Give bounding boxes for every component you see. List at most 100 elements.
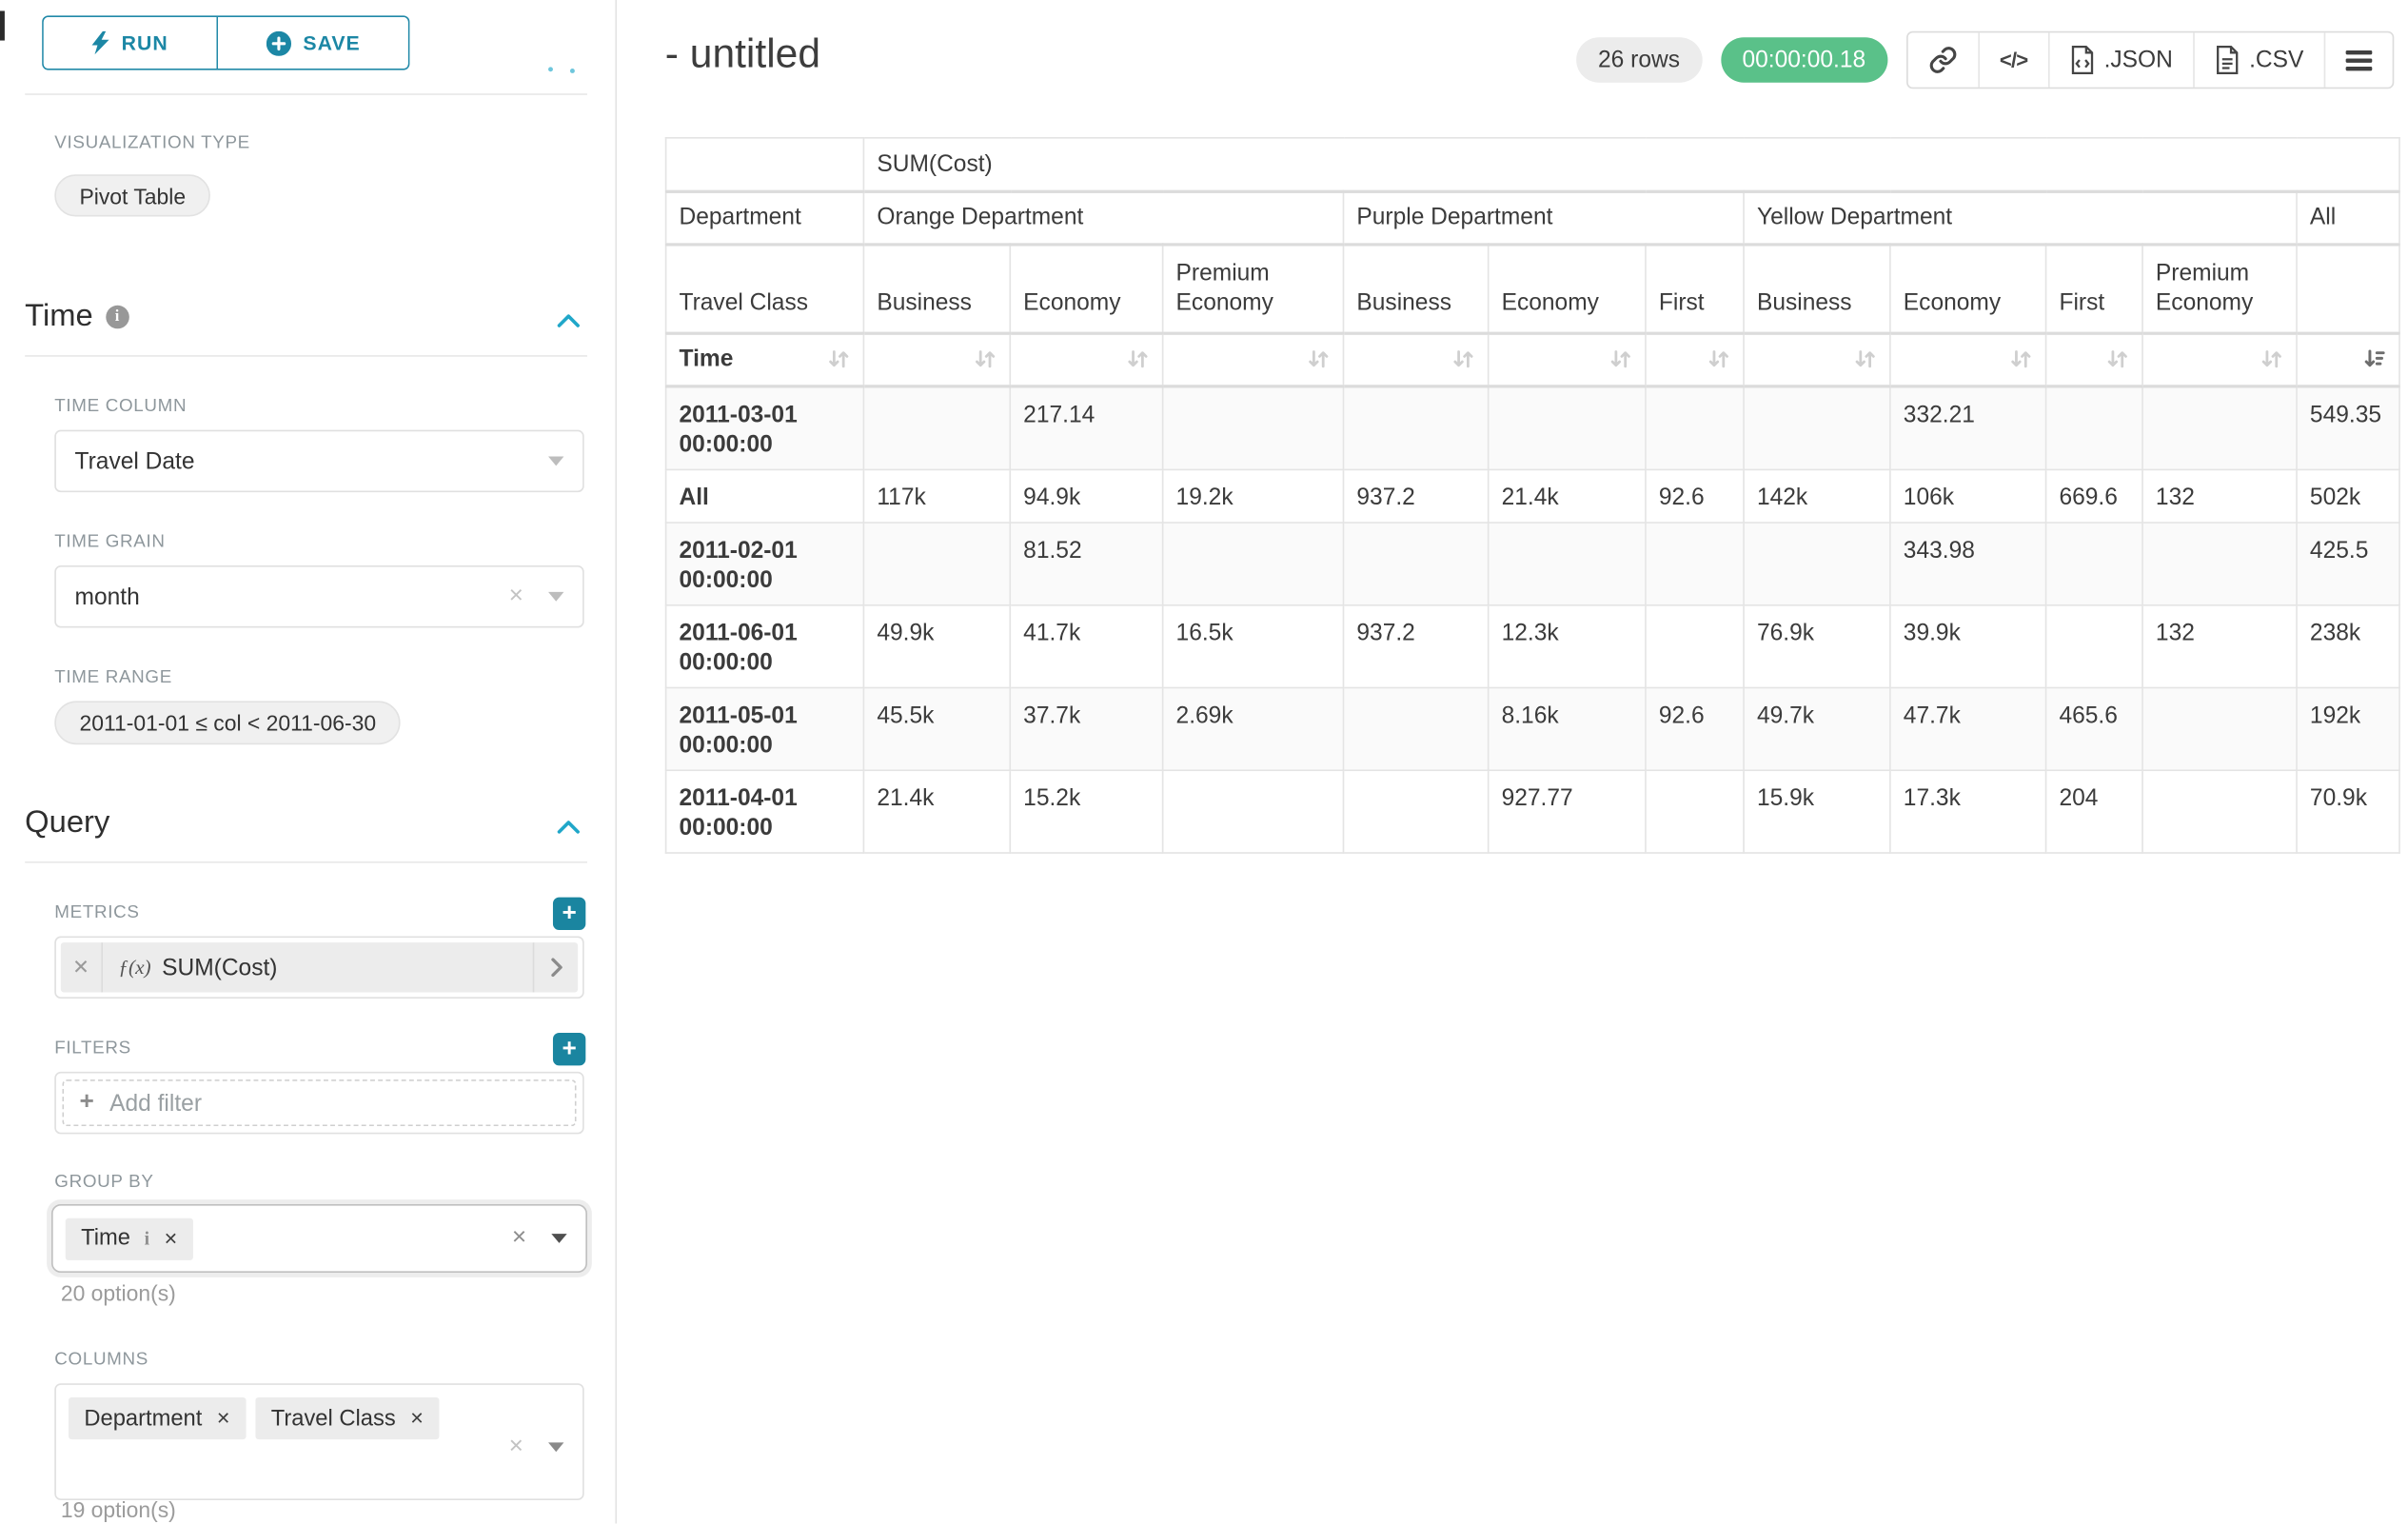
add-filter-text: Add filter: [109, 1089, 203, 1117]
more-options-button[interactable]: [2323, 32, 2393, 88]
remove-metric-icon[interactable]: ✕: [61, 942, 104, 993]
pivot-row-label: 2011-02-01 00:00:00: [664, 521, 865, 605]
collapse-query-section[interactable]: [556, 815, 581, 842]
function-icon: ƒ(x): [118, 955, 151, 979]
save-button[interactable]: SAVE: [218, 17, 408, 69]
pivot-sort-header[interactable]: [862, 331, 1012, 387]
pivot-cell: 343.98: [1889, 521, 2047, 605]
export-json-button[interactable]: .JSON: [2047, 32, 2194, 88]
pivot-row: 2011-03-01 00:00:00 217.14 332.21 549.35: [664, 385, 2400, 470]
pivot-sort-header[interactable]: [1342, 331, 1490, 387]
pivot-sort-header[interactable]: [1161, 331, 1345, 387]
group-by-label: GROUP BY: [54, 1173, 154, 1192]
group-by-tag-text: Time: [81, 1225, 130, 1252]
pivot-sort-header[interactable]: [1645, 331, 1745, 387]
pivot-column-header: Business: [1342, 243, 1490, 335]
csv-file-icon: [2217, 45, 2239, 75]
filters-container: + Add filter: [54, 1071, 584, 1135]
pivot-cell: 12.3k: [1487, 604, 1647, 688]
pivot-cell: 47.7k: [1889, 685, 2047, 771]
time-section-header[interactable]: Time i: [25, 299, 129, 335]
pivot-cell: 332.21: [1889, 385, 2047, 470]
columns-select[interactable]: Department ✕ Travel Class ✕ ×: [54, 1383, 584, 1500]
pivot-cell: [1342, 685, 1490, 771]
clear-icon[interactable]: ×: [508, 1433, 523, 1460]
pivot-cell: [1161, 521, 1345, 605]
pivot-cell: 142k: [1743, 467, 1891, 524]
group-by-select[interactable]: Time i ✕ ×: [51, 1204, 587, 1274]
add-filter-dropzone[interactable]: + Add filter: [62, 1079, 577, 1127]
pivot-column-header: [2296, 243, 2400, 335]
chevron-down-icon[interactable]: [548, 456, 564, 466]
time-grain-value: month: [74, 583, 140, 610]
pivot-cell: [862, 385, 1012, 470]
visualization-type-pill[interactable]: Pivot Table: [54, 174, 211, 217]
columns-tag-text: Travel Class: [270, 1405, 396, 1432]
pivot-cell: 49.7k: [1743, 685, 1891, 771]
pivot-colgroup-header: All: [2296, 189, 2400, 246]
export-button-group: </> .JSON .CSV: [1905, 30, 2395, 89]
remove-tag-icon[interactable]: ✕: [163, 1230, 178, 1249]
pivot-cell: [2044, 604, 2143, 688]
export-csv-button[interactable]: .CSV: [2193, 32, 2323, 88]
pivot-column-header: Business: [1743, 243, 1891, 335]
expand-metric-icon[interactable]: [532, 942, 578, 993]
time-range-pill[interactable]: 2011-01-01 ≤ col < 2011-06-30: [54, 701, 402, 745]
pivot-cell: 45.5k: [862, 685, 1012, 771]
time-column-select[interactable]: Travel Date: [54, 429, 584, 493]
code-icon: </>: [1999, 48, 2028, 72]
chevron-right-icon: [550, 958, 562, 978]
pivot-cell: 21.4k: [1487, 467, 1647, 524]
pivot-sort-header[interactable]: [1009, 331, 1164, 387]
time-column-label: TIME COLUMN: [54, 397, 188, 416]
chevron-down-icon[interactable]: [551, 1234, 567, 1243]
pivot-sort-header[interactable]: [1889, 331, 2047, 387]
chevron-down-icon[interactable]: [548, 591, 564, 602]
pivot-column-header: Premium Economy: [1161, 243, 1345, 335]
pivot-sort-header[interactable]: [1743, 331, 1891, 387]
collapse-time-section[interactable]: [556, 308, 581, 336]
pivot-sort-header[interactable]: [2296, 331, 2400, 387]
copy-link-button[interactable]: [1907, 32, 1978, 87]
pivot-cell: 132: [2142, 604, 2298, 688]
sort-icon: [1853, 347, 1877, 371]
columns-tag: Travel Class ✕: [255, 1396, 440, 1440]
pivot-cell: [1487, 385, 1647, 470]
pivot-cell: [1342, 521, 1490, 605]
time-range-label: TIME RANGE: [54, 668, 172, 687]
pivot-cell: [2142, 685, 2298, 771]
clear-icon[interactable]: ×: [508, 583, 523, 609]
time-column-value: Travel Date: [74, 447, 195, 475]
remove-tag-icon[interactable]: ✕: [409, 1410, 424, 1429]
chart-title[interactable]: - untitled: [664, 30, 821, 77]
pivot-cell: 92.6: [1645, 685, 1745, 771]
embed-code-button[interactable]: </>: [1977, 32, 2048, 88]
pivot-row: All 117k 94.9k 19.2k 937.2 21.4k 92.6 142k 106k 6…: [664, 467, 2400, 524]
pivot-sort-header-time[interactable]: Time: [664, 331, 865, 387]
metric-item[interactable]: ✕ ƒ(x) SUM(Cost): [60, 942, 579, 993]
pivot-cell: 465.6: [2044, 685, 2143, 771]
pivot-cell: 238k: [2296, 604, 2400, 688]
pivot-sort-header[interactable]: [2044, 331, 2143, 387]
pivot-cell: 502k: [2296, 467, 2400, 524]
pivot-cell: 70.9k: [2296, 768, 2400, 853]
query-timer-badge: 00:00:00.18: [1720, 37, 1888, 83]
run-save-button-group: RUN SAVE: [42, 15, 410, 70]
plus-circle-icon: [266, 30, 291, 56]
pivot-sort-header[interactable]: [2142, 331, 2298, 387]
sort-icon: [827, 347, 851, 371]
pivot-colgroup-header: Orange Department: [862, 189, 1345, 246]
pivot-row-label: 2011-04-01 00:00:00: [664, 768, 865, 853]
export-csv-label: .CSV: [2249, 47, 2304, 73]
add-filter-button[interactable]: +: [552, 1032, 586, 1066]
pivot-row-label: 2011-06-01 00:00:00: [664, 604, 865, 688]
remove-tag-icon[interactable]: ✕: [216, 1410, 231, 1429]
pivot-sort-header[interactable]: [1487, 331, 1647, 387]
time-grain-select[interactable]: month ×: [54, 565, 584, 628]
query-section-header[interactable]: Query: [25, 805, 109, 841]
run-button[interactable]: RUN: [43, 17, 219, 69]
pivot-cell: [2044, 385, 2143, 470]
chevron-down-icon[interactable]: [548, 1442, 564, 1453]
add-metric-button[interactable]: +: [552, 897, 586, 930]
clear-icon[interactable]: ×: [511, 1224, 527, 1252]
